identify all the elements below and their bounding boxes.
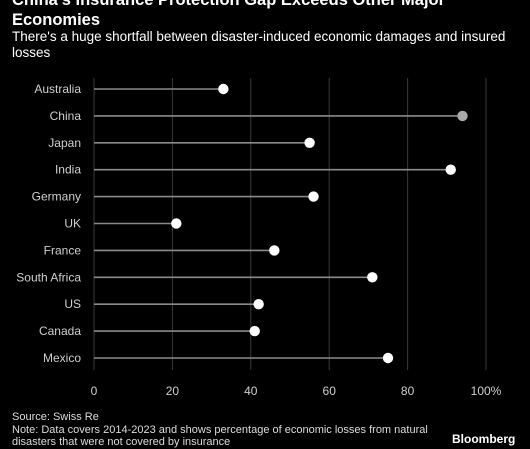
lollipop-chart: Australia China Japan India Germany UK France S…: [16, 78, 502, 398]
dot-south-africa: [367, 272, 378, 283]
chart-footnote: Source: Swiss Re Note: Data covers 2014-…: [12, 411, 442, 449]
grid-lines: [93, 78, 487, 370]
note-text: Note: Data covers 2014-2023 and shows pe…: [12, 423, 428, 449]
category-label-germany: Germany: [32, 190, 81, 204]
dot-germany: [308, 191, 319, 202]
category-label-india: India: [55, 163, 81, 177]
dot-mexico: [382, 352, 394, 364]
category-label-south-africa: South Africa: [16, 270, 81, 284]
dots: [171, 83, 468, 364]
x-tick-label-60: 60: [323, 384, 337, 398]
dot-france: [269, 245, 280, 256]
dot-us: [253, 299, 264, 310]
bloomberg-logo: Bloomberg: [452, 432, 516, 446]
x-tick-label-40: 40: [244, 384, 258, 398]
category-label-australia: Australia: [34, 82, 81, 96]
source-text: Source: Swiss Re: [12, 411, 99, 423]
category-label-japan: Japan: [48, 136, 81, 150]
category-label-canada: Canada: [39, 324, 81, 338]
dot-japan: [304, 137, 315, 148]
dot-canada: [249, 325, 260, 337]
category-labels: Australia China Japan India Germany UK France S…: [16, 82, 81, 365]
x-tick-label-80: 80: [401, 384, 415, 398]
x-tick-label-100: 100%: [471, 384, 502, 398]
x-tick-label-20: 20: [166, 384, 180, 398]
dot-australia: [218, 83, 229, 95]
category-label-france: France: [44, 243, 82, 257]
x-tick-label-0: 0: [91, 384, 98, 398]
chart-subtitle: There's a huge shortfall between disaste…: [12, 29, 506, 60]
category-label-uk: UK: [64, 217, 81, 231]
dot-india: [445, 164, 456, 175]
category-label-us: US: [64, 297, 81, 311]
dot-uk: [171, 218, 182, 229]
dot-china: [457, 110, 468, 122]
category-label-china: China: [50, 109, 82, 123]
x-tick-labels: 0 20 40 60 80 100%: [91, 384, 502, 398]
chart-title: China's Insurance Protection Gap Exceeds…: [12, 0, 446, 29]
category-label-mexico: Mexico: [43, 351, 81, 365]
stems: [94, 88, 463, 359]
